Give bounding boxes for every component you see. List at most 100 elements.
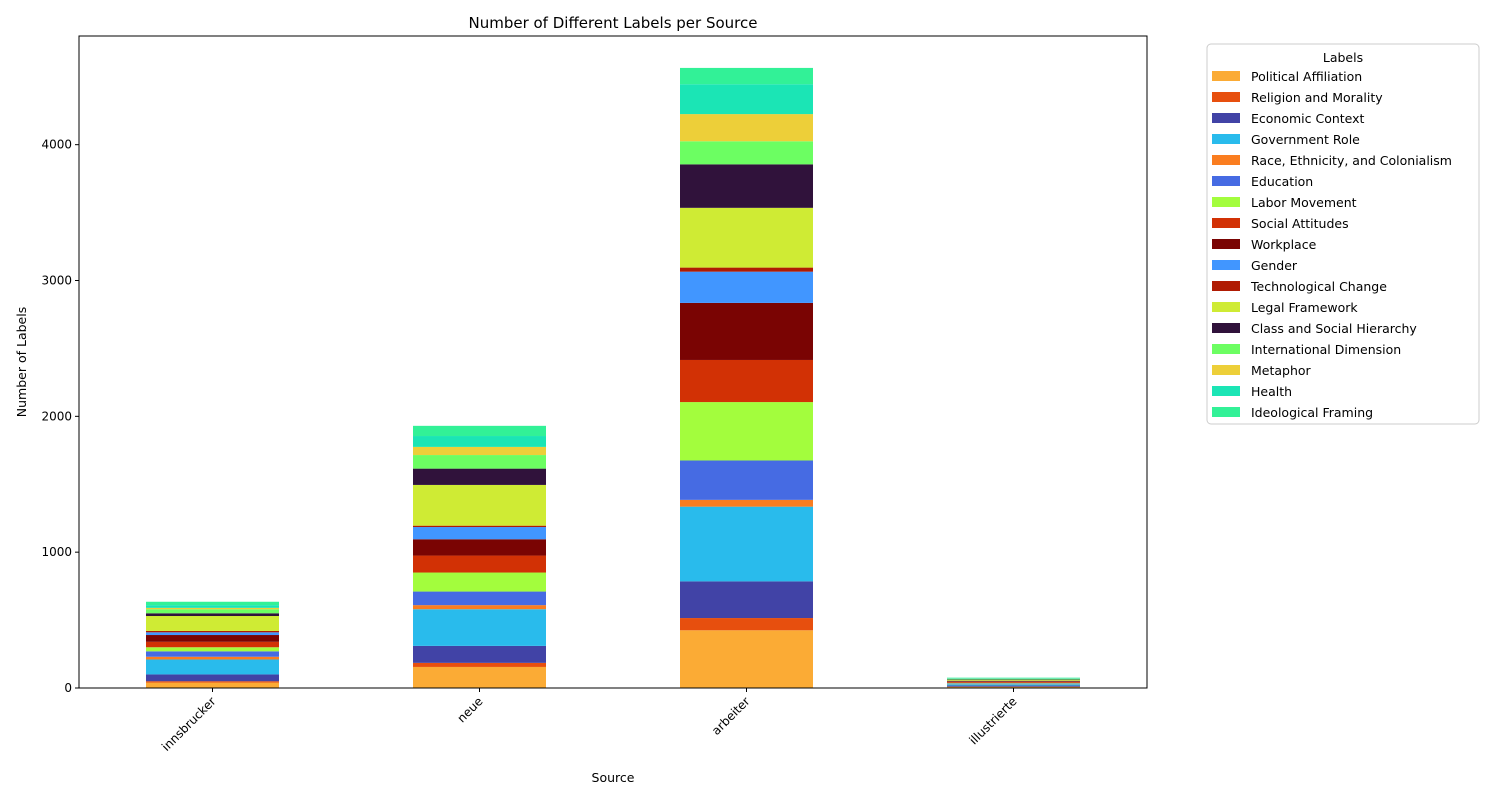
bar-segment-neue-4 (413, 605, 546, 610)
bar-segment-innsbrucker-11 (146, 616, 279, 631)
bar-segment-arbeiter-7 (680, 359, 813, 403)
bar-segment-neue-14 (413, 446, 546, 456)
legend-swatch (1212, 344, 1240, 354)
bar-segment-neue-2 (413, 645, 546, 663)
x-tick-label: innsbrucker (159, 694, 219, 754)
legend-label: International Dimension (1251, 342, 1401, 357)
bar-segment-innsbrucker-13 (146, 609, 279, 614)
legend-swatch (1212, 113, 1240, 123)
x-tick-label: arbeiter (709, 694, 753, 738)
y-tick-label: 4000 (41, 138, 72, 152)
legend-swatch (1212, 239, 1240, 249)
bar-segment-innsbrucker-6 (146, 647, 279, 652)
bar-segment-neue-10 (413, 525, 546, 528)
legend-swatch (1212, 134, 1240, 144)
legend-swatch (1212, 155, 1240, 165)
bar-segment-neue-5 (413, 591, 546, 606)
legend-frame (1206, 43, 1480, 425)
chart-title: Number of Different Labels per Source (468, 14, 757, 32)
bar-segment-illustrierte-15 (947, 678, 1080, 679)
bar-segment-neue-8 (413, 539, 546, 556)
bar-segment-arbeiter-14 (680, 114, 813, 142)
bar-segment-innsbrucker-12 (146, 613, 279, 617)
legend-label: Metaphor (1251, 363, 1312, 378)
x-axis-title: Source (592, 770, 635, 785)
legend-swatch (1212, 71, 1240, 81)
bar-segment-innsbrucker-2 (146, 674, 279, 682)
legend-label: Education (1251, 174, 1313, 189)
bar-segment-arbeiter-12 (680, 164, 813, 208)
bar-segment-illustrierte-8 (947, 681, 1080, 683)
legend-swatch (1212, 386, 1240, 396)
plot-frame (78, 35, 1148, 689)
legend-label: Labor Movement (1251, 195, 1357, 210)
bar-segment-arbeiter-5 (680, 460, 813, 500)
legend-label: Health (1251, 384, 1292, 399)
legend-label: Workplace (1251, 237, 1317, 252)
legend-label: Social Attitudes (1251, 216, 1349, 231)
bar-segment-innsbrucker-8 (146, 635, 279, 642)
bar-segment-neue-13 (413, 455, 546, 469)
bar-segment-arbeiter-13 (680, 141, 813, 165)
bar-segment-arbeiter-0 (680, 630, 813, 688)
bar-segment-innsbrucker-10 (146, 630, 279, 633)
legend: Labels Political Affiliation Religion and… (1206, 43, 1480, 425)
legend-label: Ideological Framing (1251, 405, 1373, 420)
legend-label: Technological Change (1250, 279, 1387, 294)
y-tick-label: 1000 (41, 545, 72, 559)
bar-segment-illustrierte-13 (947, 679, 1080, 680)
legend-label: Economic Context (1251, 111, 1365, 126)
legend-label: Religion and Morality (1251, 90, 1383, 105)
legend-label: Political Affiliation (1251, 69, 1362, 84)
y-tick-label: 3000 (41, 274, 72, 288)
y-tick-label: 2000 (41, 409, 72, 423)
bar-segment-illustrierte-7 (947, 682, 1080, 683)
bar-segment-illustrierte-3 (947, 684, 1080, 686)
bar-segment-innsbrucker-16 (146, 601, 279, 606)
legend-swatch (1212, 197, 1240, 207)
y-tick-label: 0 (64, 681, 72, 695)
bar-segment-arbeiter-11 (680, 207, 813, 268)
bar-segment-illustrierte-5 (947, 683, 1080, 684)
bar-segment-innsbrucker-9 (146, 632, 279, 636)
bar-segment-arbeiter-4 (680, 499, 813, 507)
legend-items: Political Affiliation Religion and Morali… (1212, 69, 1452, 420)
legend-swatch (1212, 218, 1240, 228)
bar-segment-arbeiter-16 (680, 67, 813, 85)
x-tick-label: neue (455, 694, 486, 725)
bar-segment-illustrierte-6 (947, 682, 1080, 684)
bar-segment-innsbrucker-1 (146, 681, 279, 683)
bar-segment-illustrierte-11 (947, 680, 1080, 681)
bar-segment-innsbrucker-7 (146, 641, 279, 648)
legend-label: Race, Ethnicity, and Colonialism (1251, 153, 1452, 168)
legend-swatch (1212, 407, 1240, 417)
bar-segment-innsbrucker-3 (146, 659, 279, 675)
bar-segment-illustrierte-12 (947, 679, 1080, 681)
bar-segment-neue-1 (413, 662, 546, 667)
legend-swatch (1212, 92, 1240, 102)
legend-swatch (1212, 365, 1240, 375)
legend-label: Government Role (1251, 132, 1360, 147)
bar-segment-neue-11 (413, 484, 546, 526)
x-tick-label: illustrierte (966, 694, 1019, 747)
bar-segment-innsbrucker-15 (146, 605, 279, 608)
bar-segment-arbeiter-1 (680, 618, 813, 631)
bar-segment-arbeiter-8 (680, 302, 813, 360)
legend-label: Gender (1251, 258, 1298, 273)
bar-segment-neue-0 (413, 666, 546, 688)
bar-segment-innsbrucker-0 (146, 682, 279, 688)
y-axis: 0 1000 2000 3000 4000 (41, 138, 79, 695)
bar-segment-neue-12 (413, 468, 546, 485)
bar-segment-arbeiter-15 (680, 84, 813, 115)
bar-segment-neue-9 (413, 527, 546, 540)
legend-swatch (1212, 323, 1240, 333)
bar-segment-arbeiter-6 (680, 402, 813, 461)
bar-segment-illustrierte-2 (947, 685, 1080, 687)
legend-swatch (1212, 260, 1240, 270)
bar-segment-neue-16 (413, 425, 546, 437)
x-axis: innsbrucker neue arbeiter illustrierte (159, 688, 1020, 754)
bar-segment-neue-3 (413, 609, 546, 646)
legend-swatch (1212, 281, 1240, 291)
bar-segment-innsbrucker-5 (146, 651, 279, 657)
